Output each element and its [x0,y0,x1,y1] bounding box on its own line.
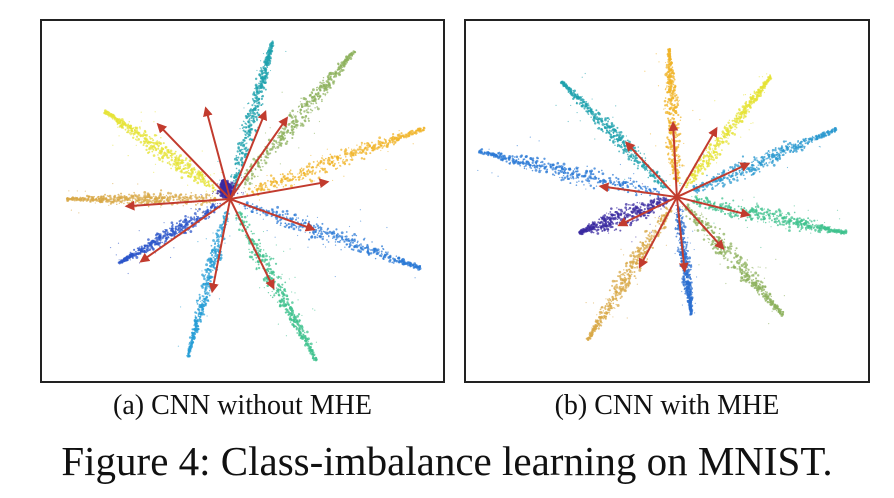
class-weight-arrow-b-6 [638,196,678,269]
panel-b-plot [464,19,870,383]
class-weight-arrow-b-1 [676,126,718,198]
class-weight-arrow-a-7 [139,198,231,263]
panel-b-caption: (b) CNN with MHE [554,390,780,421]
panel-a-caption: (a) CNN without MHE [113,390,372,421]
cluster-b-9 [555,72,683,200]
class-weight-arrow-a-4 [229,198,316,232]
class-weight-arrow-a-2 [229,116,289,200]
cluster-a-1 [235,50,357,193]
class-weight-arrow-b-5 [675,196,689,273]
class-weight-arrow-a-0 [203,106,232,200]
class-weight-arrow-b-0 [668,120,679,198]
cluster-b-4 [676,199,785,325]
class-weight-arrow-a-1 [229,110,267,200]
panel-b-scatter [477,47,848,342]
class-weight-arrow-a-3 [229,178,330,200]
class-weight-arrow-b-8 [598,182,678,199]
cluster-a-2 [220,126,426,201]
class-weight-arrow-b-4 [676,196,725,250]
cluster-a-8 [103,109,247,197]
cluster-b-6 [585,198,684,342]
cluster-b-8 [477,136,672,208]
class-weight-arrow-b-2 [676,162,751,198]
class-weight-arrow-a-9 [156,122,231,200]
cluster-b-1 [669,73,773,197]
cluster-a-3 [238,188,422,279]
cluster-b-3 [690,195,848,249]
class-weight-arrow-b-7 [617,196,678,227]
cluster-a-7 [65,182,225,221]
class-weight-arrow-a-6 [208,198,232,294]
class-weight-arrow-a-8 [124,198,231,211]
panel-a-plot [40,19,445,383]
panel-a-scatter [65,40,426,362]
cluster-a-4 [235,211,318,362]
figure-caption: Figure 4: Class-imbalance learning on MN… [61,438,833,484]
class-weight-arrow-a-5 [229,198,275,290]
class-weight-arrow-b-9 [625,141,678,198]
class-weight-arrow-b-3 [676,196,751,218]
